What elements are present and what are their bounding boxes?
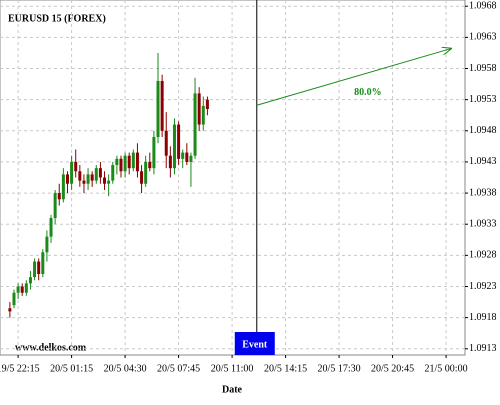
candle-body bbox=[168, 155, 172, 169]
prediction-arrow bbox=[256, 49, 451, 106]
y-tick-label: 1.0968 bbox=[469, 1, 497, 12]
x-tick-label: 21/5 00:00 bbox=[425, 363, 468, 374]
y-tick-label: 1.0913 bbox=[469, 343, 497, 354]
x-tick-label: 20/5 17:30 bbox=[318, 363, 361, 374]
y-tick-label: 1.0918 bbox=[469, 312, 497, 323]
candle-body bbox=[103, 177, 107, 184]
candle-body bbox=[144, 161, 148, 184]
candle-body bbox=[185, 152, 189, 162]
candle-body bbox=[61, 174, 65, 200]
candle-body bbox=[74, 161, 78, 172]
candle-body bbox=[119, 158, 123, 172]
candle-body bbox=[8, 308, 12, 312]
candle-body bbox=[131, 152, 135, 169]
y-tick-label: 1.0928 bbox=[469, 250, 497, 261]
candle-body bbox=[140, 171, 144, 184]
y-tick-label: 1.0943 bbox=[469, 156, 497, 167]
x-tick-label: 20/5 07:45 bbox=[157, 363, 200, 374]
y-tick-label: 1.0958 bbox=[469, 63, 497, 74]
y-tick-label: 1.0938 bbox=[469, 187, 497, 198]
candle-body bbox=[86, 174, 90, 184]
x-tick-label: 20/5 14:15 bbox=[264, 363, 307, 374]
candle-body bbox=[201, 105, 205, 125]
candle-body bbox=[181, 152, 185, 159]
candle-body bbox=[123, 155, 127, 172]
x-tick-label: 20/5 04:30 bbox=[104, 363, 147, 374]
candle-body bbox=[24, 283, 28, 293]
candle-body bbox=[16, 286, 20, 293]
candle-body bbox=[65, 174, 69, 184]
x-tick-label: 20/5 01:15 bbox=[50, 363, 93, 374]
y-tick-label: 1.0948 bbox=[469, 125, 497, 136]
candle-body bbox=[94, 168, 98, 181]
event-label: Event bbox=[242, 339, 268, 350]
x-tick-label: 19/5 22:15 bbox=[0, 363, 40, 374]
candle-body bbox=[107, 180, 111, 184]
y-tick-label: 1.0933 bbox=[469, 219, 497, 230]
y-tick-label: 1.0923 bbox=[469, 281, 497, 292]
x-axis-label: Date bbox=[222, 384, 243, 395]
candle-body bbox=[78, 171, 82, 181]
event-box bbox=[234, 332, 275, 355]
candle-body bbox=[111, 165, 115, 181]
candle-body bbox=[172, 124, 176, 169]
candle-body bbox=[160, 80, 164, 131]
candle-body bbox=[45, 236, 49, 253]
candle-body bbox=[135, 152, 139, 172]
candle-body bbox=[156, 80, 160, 138]
candle-body bbox=[164, 130, 168, 156]
candle-body bbox=[98, 168, 102, 178]
candle-body bbox=[152, 137, 156, 169]
candle-body bbox=[205, 99, 209, 109]
x-tick-label: 20/5 11:00 bbox=[211, 363, 254, 374]
candle-body bbox=[41, 252, 45, 275]
y-tick-label: 1.0953 bbox=[469, 94, 497, 105]
y-tick-label: 1.0963 bbox=[469, 32, 497, 43]
candle-body bbox=[193, 93, 197, 156]
candle-body bbox=[148, 161, 152, 169]
candle-body bbox=[177, 124, 181, 159]
x-tick-label: 20/5 20:45 bbox=[371, 363, 414, 374]
candle-body bbox=[82, 180, 86, 184]
candle-body bbox=[70, 161, 74, 184]
candle-body bbox=[28, 277, 32, 284]
candle-body bbox=[12, 292, 16, 306]
candle-body bbox=[53, 193, 57, 218]
candle-body bbox=[20, 286, 24, 293]
candle-body bbox=[189, 155, 193, 162]
candle-body bbox=[115, 158, 119, 166]
candle-body bbox=[127, 155, 131, 169]
chart-title: EURUSD 15 (FOREX) bbox=[8, 13, 106, 24]
candle-body bbox=[57, 193, 61, 200]
prediction-label: 80.0% bbox=[354, 87, 382, 98]
candle-body bbox=[197, 93, 201, 125]
candle-body bbox=[37, 261, 41, 275]
candle-body bbox=[33, 261, 37, 278]
candle-body bbox=[90, 174, 94, 181]
watermark: www.delkos.com bbox=[15, 342, 87, 353]
candle-body bbox=[49, 217, 53, 237]
